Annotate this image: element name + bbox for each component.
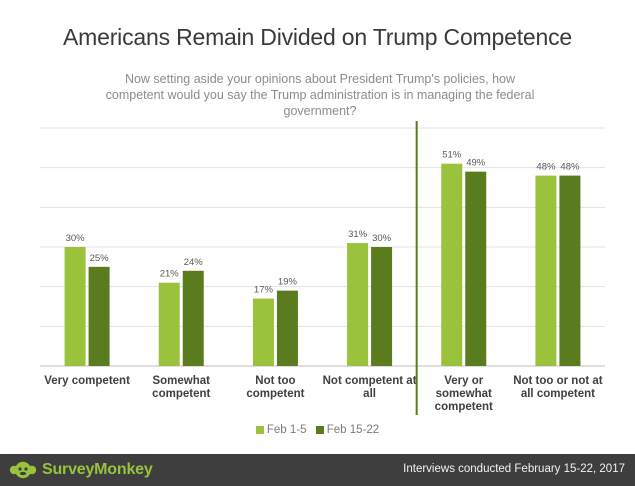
category-label: Not too or not at all competent bbox=[513, 375, 603, 400]
bar bbox=[182, 270, 204, 366]
category-label-line: somewhat bbox=[436, 388, 492, 400]
data-label: 17% bbox=[254, 285, 274, 296]
data-label: 31% bbox=[348, 229, 368, 240]
category-label-line: competent bbox=[152, 388, 210, 400]
bar bbox=[276, 290, 298, 366]
bar bbox=[371, 247, 393, 366]
data-label: 30% bbox=[66, 233, 86, 244]
brand-name: SurveyMonkey bbox=[42, 461, 153, 478]
bar bbox=[88, 266, 110, 366]
data-label: 25% bbox=[90, 253, 110, 264]
data-label: 48% bbox=[536, 162, 556, 173]
category-label: Not competent at all bbox=[323, 375, 417, 400]
bar bbox=[252, 298, 274, 366]
data-label: 21% bbox=[160, 269, 180, 280]
category-label-line: all competent bbox=[521, 388, 595, 400]
legend-item-feb-1-5: Feb 1-5 bbox=[255, 424, 307, 436]
legend-swatch-feb-15-22 bbox=[315, 426, 324, 434]
brand-logo[interactable]: SurveyMonkey bbox=[9, 459, 153, 481]
category-label: Somewhat competent bbox=[152, 375, 210, 400]
category-label-line: Somewhat bbox=[152, 375, 210, 387]
category-label: Not too competent bbox=[246, 375, 304, 400]
bar bbox=[535, 175, 557, 366]
category-label-line: Not too or not at bbox=[513, 375, 603, 387]
legend-item-feb-15-22: Feb 15-22 bbox=[315, 424, 380, 436]
category-label-line: all bbox=[363, 388, 376, 400]
legend-label: Feb 15-22 bbox=[326, 424, 380, 436]
category-label-line: competent bbox=[435, 401, 493, 413]
data-label: 30% bbox=[372, 233, 392, 244]
legend-label: Feb 1-5 bbox=[266, 424, 307, 436]
data-label: 24% bbox=[184, 257, 204, 268]
data-label: 51% bbox=[442, 150, 462, 161]
bar bbox=[465, 171, 487, 366]
surveymonkey-logo-icon bbox=[9, 461, 37, 479]
category-label-line: Not competent at bbox=[323, 375, 417, 387]
bar bbox=[347, 243, 369, 366]
category-label-line: Very competent bbox=[44, 375, 130, 387]
bar bbox=[64, 247, 86, 366]
category-label: Very or somewhat competent bbox=[435, 375, 493, 413]
bar bbox=[441, 163, 463, 366]
chart-subtitle: Now setting aside your opinions about Pr… bbox=[105, 72, 535, 118]
data-label: 49% bbox=[466, 158, 486, 169]
data-label: 48% bbox=[560, 162, 580, 173]
category-label-line: Not too bbox=[255, 375, 295, 387]
chart-title: Americans Remain Divided on Trump Compet… bbox=[63, 24, 572, 50]
data-label: 19% bbox=[278, 277, 298, 288]
chart-legend: Feb 1-5 Feb 15-22 bbox=[0, 424, 635, 437]
category-label-line: competent bbox=[246, 388, 304, 400]
category-label-line: Very or bbox=[444, 375, 484, 387]
category-label: Very competent bbox=[44, 375, 130, 387]
bar-chart: 30% 21% 17% 31% 51% 48% 25% 24% 19% 30% 49% 48% Very… bbox=[40, 121, 605, 415]
legend-swatch-feb-1-5 bbox=[255, 426, 264, 434]
footer-bar: SurveyMonkey Interviews conducted Februa… bbox=[0, 454, 635, 486]
bar bbox=[559, 175, 581, 366]
bar bbox=[158, 282, 180, 366]
footer-note: Interviews conducted February 15-22, 201… bbox=[403, 463, 625, 475]
